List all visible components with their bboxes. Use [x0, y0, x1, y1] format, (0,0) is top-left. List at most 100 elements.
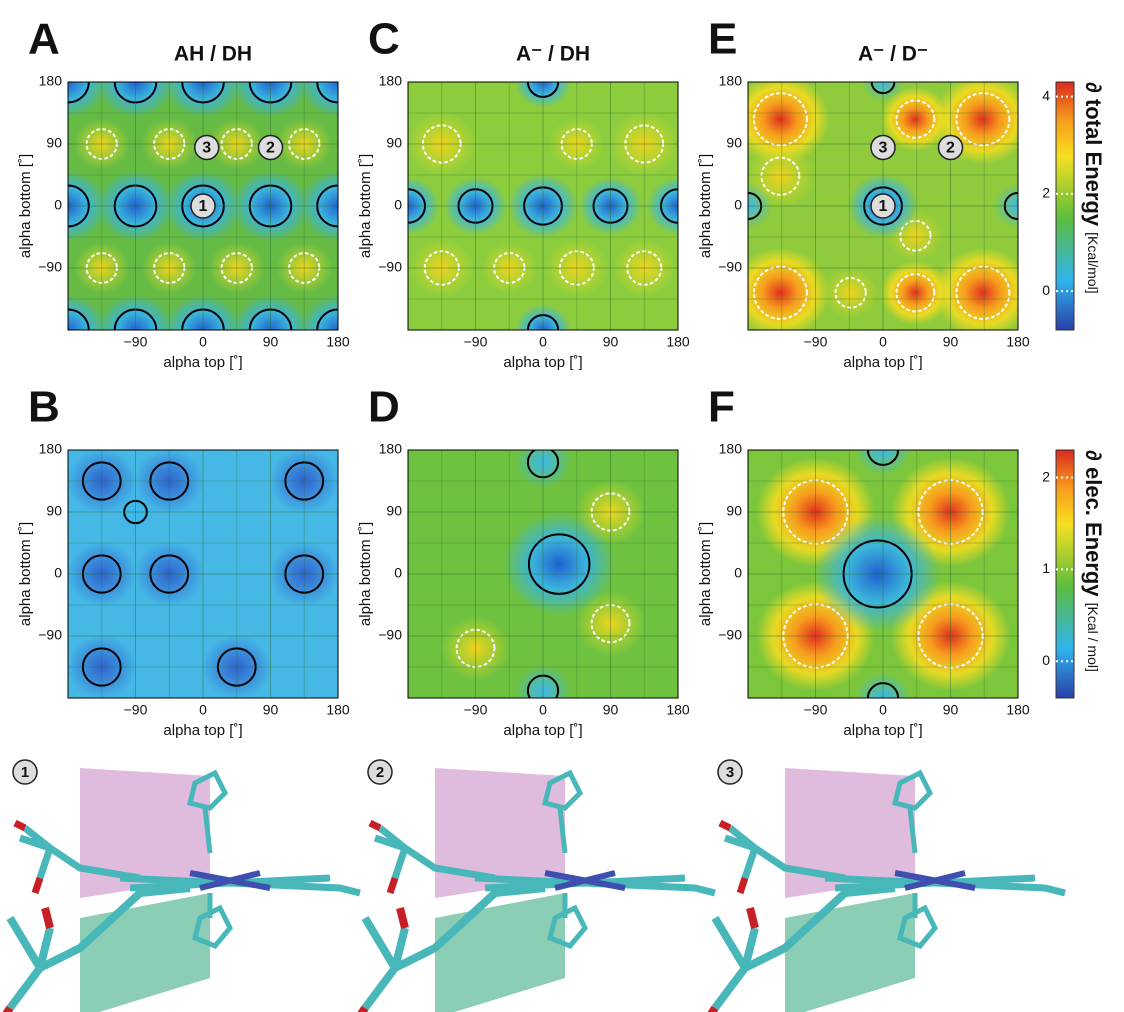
- x-axis-label: alpha top [˚]: [843, 722, 922, 739]
- panel-title: AH / DH: [174, 43, 252, 66]
- colorbar-unit: [Kcal / mol]: [1085, 603, 1101, 672]
- x-tick-label: 90: [263, 702, 279, 718]
- figure: −90 0 90 180 −90 0 90 180 A AH / DH alpha top [˚] a…: [0, 0, 1124, 1012]
- heat-blob: [880, 261, 950, 325]
- y-tick-label: 0: [394, 197, 402, 213]
- y-tick-label: −90: [718, 259, 742, 275]
- x-tick-label: −90: [804, 702, 828, 718]
- heatmap: [376, 56, 709, 356]
- x-tick-label: −90: [124, 702, 148, 718]
- x-tick-label: 0: [879, 334, 887, 350]
- x-tick-label: −90: [124, 334, 148, 350]
- structure-label: 1: [21, 764, 29, 781]
- heat-blob: [823, 267, 879, 319]
- y-tick-label: 90: [386, 503, 402, 519]
- y-tick-label: −90: [38, 627, 62, 643]
- panel-letter: D: [368, 383, 400, 432]
- colorbar-label: ∂ elec. Energy [Kcal / mol]: [1081, 450, 1106, 672]
- panel-letter: A: [28, 15, 60, 64]
- x-tick-label: 90: [603, 702, 619, 718]
- colorbar-tick-label: 4: [1042, 87, 1050, 103]
- colorbar-title: ∂ elec. Energy: [1081, 450, 1106, 597]
- y-tick-label: −90: [378, 627, 402, 643]
- x-tick-label: −90: [464, 334, 488, 350]
- y-tick-label: 0: [734, 197, 742, 213]
- site-label: 2: [946, 140, 955, 157]
- y-tick-label: −90: [718, 627, 742, 643]
- colorbar-tick-label: 2: [1042, 185, 1050, 201]
- x-tick-label: 180: [326, 334, 350, 350]
- x-tick-label: 0: [199, 334, 207, 350]
- colorbar-title: ∂ total Energy: [1081, 82, 1106, 227]
- y-tick-label: 180: [719, 73, 743, 89]
- panel-letter: F: [708, 383, 735, 432]
- colorbar-label: ∂ total Energy [Kcal/mol]: [1081, 82, 1106, 294]
- colorbar-tick-label: 0: [1042, 282, 1050, 298]
- structure-label: 2: [376, 764, 384, 781]
- x-tick-label: 90: [943, 334, 959, 350]
- x-tick-label: 0: [539, 334, 547, 350]
- x-tick-label: 0: [879, 702, 887, 718]
- y-tick-label: 0: [54, 197, 62, 213]
- site-label: 3: [879, 140, 888, 157]
- x-tick-label: −90: [804, 334, 828, 350]
- x-tick-label: −90: [464, 702, 488, 718]
- y-tick-label: 0: [394, 565, 402, 581]
- y-axis-label: alpha bottom [˚]: [697, 522, 714, 626]
- x-tick-label: 90: [263, 334, 279, 350]
- site-label: 3: [202, 140, 211, 157]
- panel-title: A⁻ / D⁻: [858, 43, 928, 66]
- y-tick-label: −90: [378, 259, 402, 275]
- x-axis-label: alpha top [˚]: [163, 722, 242, 739]
- heatmap: [748, 424, 1018, 724]
- x-axis-label: alpha top [˚]: [843, 354, 922, 371]
- site-label: 2: [266, 140, 275, 157]
- y-tick-label: 0: [54, 565, 62, 581]
- colorbar: [1056, 82, 1074, 330]
- colorbar-unit: [Kcal/mol]: [1085, 232, 1101, 293]
- y-axis-label: alpha bottom [˚]: [357, 154, 374, 258]
- x-tick-label: 90: [943, 702, 959, 718]
- y-tick-label: 0: [734, 565, 742, 581]
- x-tick-label: 180: [1006, 702, 1030, 718]
- x-axis-label: alpha top [˚]: [503, 722, 582, 739]
- y-tick-label: 90: [386, 135, 402, 151]
- x-tick-label: 180: [1006, 334, 1030, 350]
- colorbar-tick-label: 0: [1042, 652, 1050, 668]
- y-tick-label: 90: [726, 503, 742, 519]
- molecule: [355, 768, 715, 1012]
- molecule: [705, 768, 1065, 1012]
- molecule: [0, 768, 360, 1012]
- y-tick-label: 180: [379, 73, 403, 89]
- x-tick-label: 0: [539, 702, 547, 718]
- panel-title: A⁻ / DH: [516, 43, 590, 66]
- y-axis-label: alpha bottom [˚]: [357, 522, 374, 626]
- y-tick-label: 180: [39, 441, 63, 457]
- y-tick-label: −90: [38, 259, 62, 275]
- heatmap: [408, 437, 678, 717]
- y-axis-label: alpha bottom [˚]: [697, 154, 714, 258]
- colorbar-tick-label: 2: [1042, 468, 1050, 484]
- heatmap: [67, 449, 340, 699]
- x-axis-label: alpha top [˚]: [163, 354, 242, 371]
- panel-letter: E: [708, 15, 737, 64]
- site-label: 1: [199, 198, 208, 215]
- panel-letter: C: [368, 15, 400, 64]
- x-tick-label: 180: [326, 702, 350, 718]
- site-label: 1: [879, 198, 888, 215]
- panel-letter: B: [28, 383, 60, 432]
- x-axis-label: alpha top [˚]: [503, 354, 582, 371]
- heat-blob: [731, 248, 829, 338]
- y-tick-label: 180: [719, 441, 743, 457]
- y-axis-label: alpha bottom [˚]: [17, 522, 34, 626]
- y-tick-label: 90: [46, 503, 62, 519]
- x-tick-label: 180: [666, 702, 690, 718]
- structure-label: 3: [726, 764, 734, 781]
- y-tick-label: 180: [39, 73, 63, 89]
- x-tick-label: 90: [603, 334, 619, 350]
- x-tick-label: 0: [199, 702, 207, 718]
- y-tick-label: 180: [379, 441, 403, 457]
- y-axis-label: alpha bottom [˚]: [17, 154, 34, 258]
- colorbar-tick-label: 1: [1042, 560, 1050, 576]
- x-tick-label: 180: [666, 334, 690, 350]
